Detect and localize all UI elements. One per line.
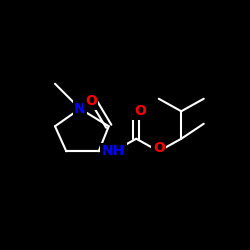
Text: O: O (153, 141, 165, 155)
Text: O: O (85, 94, 97, 108)
Text: NH: NH (102, 144, 126, 158)
Text: N: N (74, 102, 86, 116)
Text: O: O (134, 104, 146, 118)
